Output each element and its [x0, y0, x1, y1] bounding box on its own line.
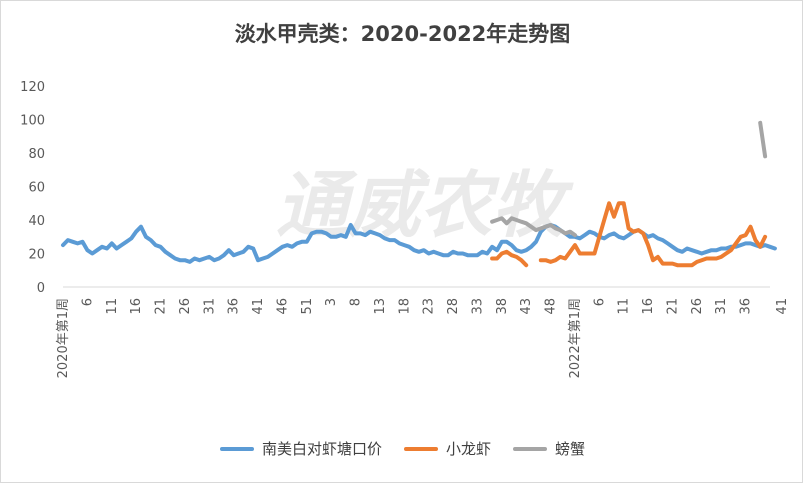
x-tick-label: 51: [300, 298, 315, 315]
y-tick-label: 80: [28, 147, 45, 162]
y-tick-label: 40: [28, 214, 45, 229]
x-tick-label: 23: [422, 298, 437, 315]
series-line-2: [538, 201, 768, 268]
x-tick-label: 26: [178, 298, 193, 315]
chart-title: 淡水甲壳类：2020-2022年走势图: [234, 22, 571, 46]
x-tick-label: 26: [690, 298, 705, 315]
legend-swatch-series-2: [403, 446, 438, 451]
series-line-3: [490, 216, 577, 238]
legend-item-series-1: 南美白对虾塘口价: [219, 438, 382, 459]
y-tick-label: 60: [28, 181, 45, 196]
x-axis-ticks: 2020年第1周 6 11 16 21 26 31 36 41 46 51 3 8 13 18 23 28 33 3…: [56, 298, 790, 378]
y-tick-label: 20: [28, 248, 45, 263]
series-line-3: [758, 120, 768, 159]
x-tick-label: 11: [617, 298, 632, 315]
series-lines: [61, 120, 777, 268]
x-tick-label: 36: [227, 298, 242, 315]
x-tick-label: 41: [251, 298, 266, 315]
x-tick-label: 11: [105, 298, 120, 315]
series-line-2: [490, 249, 529, 268]
x-tick-label: 6: [592, 298, 607, 306]
y-axis-ticks: 0 20 40 60 80 100 120: [20, 80, 45, 296]
x-tick-label: 18: [397, 298, 412, 315]
y-tick-label: 100: [20, 114, 45, 129]
x-tick-label: 16: [129, 298, 144, 315]
x-tick-label: 31: [714, 298, 729, 315]
x-tick-label: 36: [739, 298, 754, 315]
x-tick-label: 3: [324, 298, 339, 306]
x-tick-label: 8: [349, 298, 364, 306]
legend-label-series-2: 小龙虾: [445, 440, 491, 458]
legend-item-series-3: 螃蟹: [513, 438, 585, 459]
legend-swatch-series-3: [513, 446, 547, 451]
legend-label-series-3: 螃蟹: [555, 440, 586, 458]
x-tick-label: 41: [775, 298, 790, 315]
x-tick-label: 31: [202, 298, 217, 315]
legend: 南美白对虾塘口价 小龙虾 螃蟹: [0, 438, 805, 459]
series-line-1: [61, 223, 777, 264]
watermark-text: 通威农牧: [276, 163, 574, 247]
x-tick-label: 13: [373, 298, 388, 315]
x-tick-label: 2022年第1周: [568, 298, 583, 378]
y-tick-label: 120: [20, 80, 45, 95]
x-tick-label: 48: [544, 298, 559, 315]
x-tick-label: 46: [275, 298, 290, 315]
x-tick-label: 43: [519, 298, 534, 315]
legend-swatch-series-1: [219, 446, 254, 451]
legend-item-series-2: 小龙虾: [403, 438, 491, 459]
x-tick-label: 33: [470, 298, 485, 315]
x-tick-label: 2020年第1周: [56, 298, 71, 378]
x-tick-label: 6: [80, 298, 95, 306]
x-tick-label: 38: [495, 298, 510, 315]
y-tick-label: 0: [37, 281, 45, 296]
x-tick-label: 21: [154, 298, 169, 315]
legend-label-series-1: 南美白对虾塘口价: [261, 440, 382, 458]
x-tick-label: 16: [641, 298, 656, 315]
x-tick-label: 28: [446, 298, 461, 315]
x-tick-label: 21: [665, 298, 680, 315]
